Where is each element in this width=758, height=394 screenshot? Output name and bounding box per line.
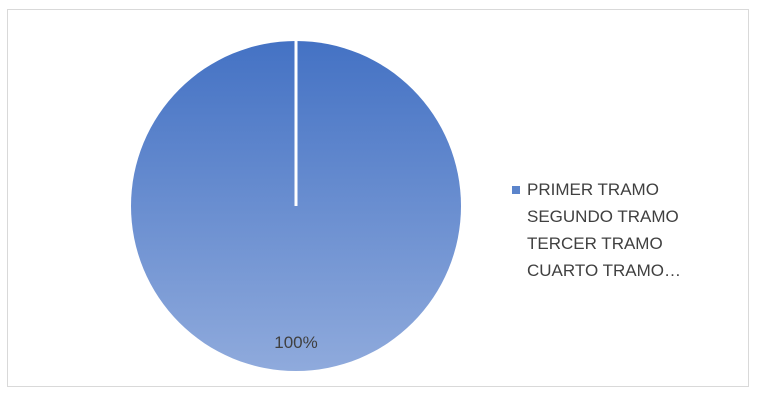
legend-item-1: SEGUNDO TRAMO [512,203,681,230]
legend-swatch-0 [512,185,520,194]
legend-item-0: PRIMER TRAMO [512,176,681,203]
data-label-0: 100% [274,333,317,352]
legend-label-1: SEGUNDO TRAMO [527,206,679,226]
legend: PRIMER TRAMO SEGUNDO TRAMO TERCER TRAMO … [512,176,681,284]
legend-label-0: PRIMER TRAMO [527,179,659,199]
legend-item-3: CUARTO TRAMO… [512,257,681,284]
legend-swatch-3 [512,267,520,275]
legend-label-3: CUARTO TRAMO… [527,260,681,280]
legend-label-2: TERCER TRAMO [527,233,663,253]
legend-item-2: TERCER TRAMO [512,230,681,257]
legend-swatch-1 [512,213,520,221]
legend-swatch-2 [512,240,520,248]
